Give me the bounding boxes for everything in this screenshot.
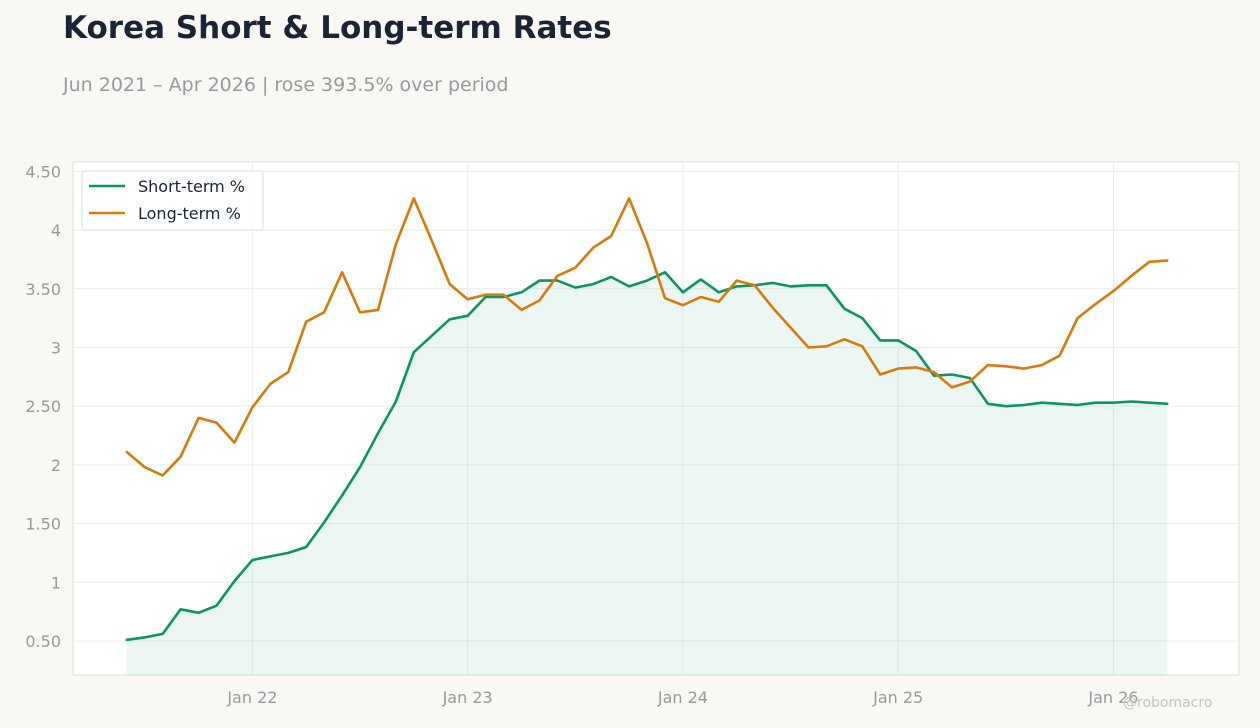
short-term-line	[125, 270, 1169, 642]
x-tick-label: Jan 23	[442, 688, 493, 707]
y-tick-label: 3.50	[25, 280, 61, 299]
y-tick-label: 4.50	[25, 162, 61, 181]
plot-area	[72, 161, 1240, 676]
y-tick-label: 4	[51, 221, 61, 240]
legend-label: Long-term %	[138, 204, 241, 223]
x-tick-label: Jan 22	[226, 688, 277, 707]
x-tick-label: Jan 24	[657, 688, 708, 707]
y-tick-label: 2	[51, 456, 61, 475]
y-tick-label: 2.50	[25, 397, 61, 416]
short-term-area	[126, 272, 1168, 675]
chart-subtitle: Jun 2021 – Apr 2026 | rose 393.5% over p…	[63, 74, 509, 96]
x-tick-label: Jan 25	[872, 688, 923, 707]
chart-title: Korea Short & Long-term Rates	[63, 10, 612, 46]
y-tick-label: 0.50	[25, 632, 61, 651]
legend-label: Short-term %	[138, 177, 245, 196]
x-tick-label: Jan 26	[1087, 688, 1138, 707]
y-tick-label: 3	[51, 338, 61, 357]
legend-box	[81, 170, 264, 231]
watermark: @robomacro	[1123, 695, 1213, 711]
y-tick-label: 1	[51, 573, 61, 592]
long-term-line	[125, 197, 1169, 477]
y-tick-label: 1.50	[25, 515, 61, 534]
